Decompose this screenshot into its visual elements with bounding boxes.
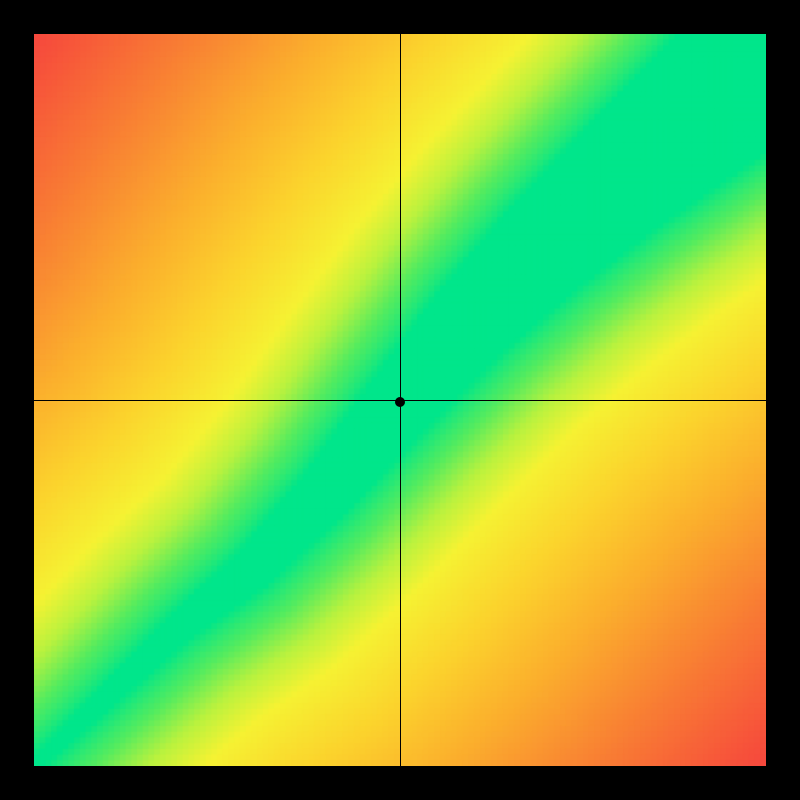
frame-left xyxy=(0,0,34,800)
frame-top xyxy=(0,0,800,34)
chart-container: TheBottleneck.com xyxy=(0,0,800,800)
frame-right xyxy=(766,0,800,800)
frame-bottom xyxy=(0,766,800,800)
